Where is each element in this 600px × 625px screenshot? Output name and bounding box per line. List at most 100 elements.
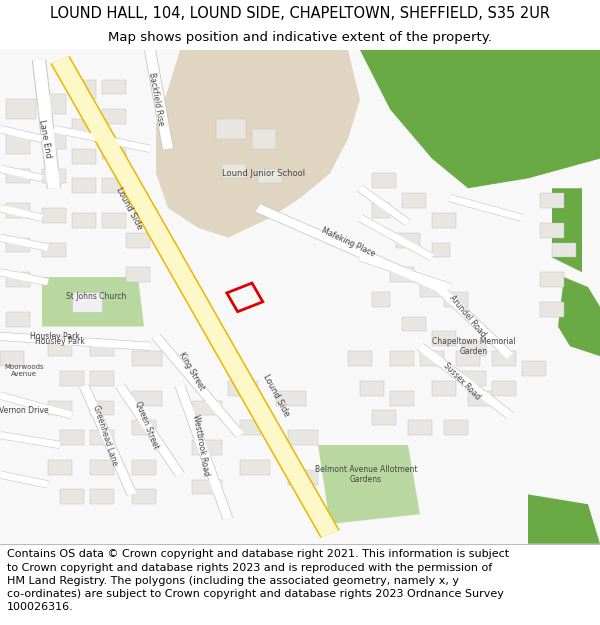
Text: Backfield Rise: Backfield Rise <box>147 72 165 127</box>
Bar <box>492 351 516 366</box>
Polygon shape <box>0 234 49 251</box>
Text: Sussex Road: Sussex Road <box>442 361 482 401</box>
Polygon shape <box>50 56 340 538</box>
Polygon shape <box>0 234 49 251</box>
Polygon shape <box>358 254 452 290</box>
Polygon shape <box>115 384 185 477</box>
Polygon shape <box>144 49 174 149</box>
Bar <box>216 119 246 139</box>
Bar <box>6 312 30 326</box>
Polygon shape <box>175 384 233 521</box>
Bar <box>240 460 270 474</box>
Polygon shape <box>0 269 49 286</box>
Text: Belmont Avenue Allotment
Gardens: Belmont Avenue Allotment Gardens <box>315 465 417 484</box>
Polygon shape <box>255 204 441 291</box>
Bar <box>102 109 126 124</box>
Text: Westbrook Road: Westbrook Road <box>191 414 211 476</box>
Text: St Johns Church: St Johns Church <box>66 292 126 301</box>
Bar <box>126 268 150 282</box>
Polygon shape <box>360 50 600 188</box>
Bar <box>48 341 72 356</box>
Bar <box>390 351 414 366</box>
Polygon shape <box>53 126 151 152</box>
Bar <box>192 440 222 455</box>
Bar <box>72 149 96 164</box>
Bar <box>192 401 222 416</box>
Bar <box>372 411 396 425</box>
Polygon shape <box>0 471 49 488</box>
Polygon shape <box>0 431 61 449</box>
Bar <box>420 282 444 297</box>
Bar <box>288 470 318 484</box>
Polygon shape <box>42 277 144 326</box>
Bar <box>372 203 390 218</box>
Bar <box>258 169 282 183</box>
Bar <box>132 489 156 504</box>
Bar <box>468 391 492 406</box>
Bar <box>90 371 114 386</box>
Bar <box>42 242 66 258</box>
Polygon shape <box>449 195 523 221</box>
Text: Mafeking Place: Mafeking Place <box>320 226 376 259</box>
Text: Lound Side: Lound Side <box>261 373 291 418</box>
Bar <box>132 420 156 435</box>
Bar <box>348 351 372 366</box>
Polygon shape <box>448 194 524 222</box>
Text: Lane End: Lane End <box>37 119 53 159</box>
Bar <box>102 213 126 228</box>
Text: Map shows position and indicative extent of the property.: Map shows position and indicative extent… <box>108 31 492 44</box>
Bar <box>432 331 456 346</box>
Bar <box>42 129 66 149</box>
Bar <box>252 129 276 149</box>
Polygon shape <box>0 165 43 182</box>
Bar <box>102 79 126 94</box>
Bar <box>462 341 486 356</box>
Polygon shape <box>176 384 232 520</box>
Bar <box>444 292 468 307</box>
Text: LOUND HALL, 104, LOUND SIDE, CHAPELTOWN, SHEFFIELD, S35 2UR: LOUND HALL, 104, LOUND SIDE, CHAPELTOWN,… <box>50 6 550 21</box>
Text: Housley Park: Housley Park <box>30 332 80 341</box>
Polygon shape <box>0 392 73 419</box>
Bar <box>540 272 564 287</box>
Bar <box>228 381 258 396</box>
Bar <box>132 460 156 474</box>
Bar <box>240 420 270 435</box>
Bar <box>540 222 564 238</box>
Polygon shape <box>0 268 49 286</box>
Bar <box>48 460 72 474</box>
Bar <box>0 351 24 366</box>
Polygon shape <box>552 188 582 272</box>
Bar <box>462 371 486 386</box>
Bar <box>390 268 414 282</box>
Text: Contains OS data © Crown copyright and database right 2021. This information is : Contains OS data © Crown copyright and d… <box>7 549 509 612</box>
Polygon shape <box>357 185 411 226</box>
Bar <box>192 479 222 494</box>
Polygon shape <box>358 215 434 260</box>
Bar <box>90 489 114 504</box>
Bar <box>432 242 450 258</box>
Bar <box>42 169 66 183</box>
Polygon shape <box>116 384 184 476</box>
Bar <box>360 381 384 396</box>
Bar <box>42 94 66 114</box>
Polygon shape <box>0 125 43 142</box>
Bar <box>402 317 426 331</box>
Polygon shape <box>145 49 173 149</box>
Polygon shape <box>558 277 600 356</box>
Text: Moorwoods
Avenue: Moorwoods Avenue <box>4 364 44 378</box>
Polygon shape <box>0 471 49 488</box>
Text: Greenhead Lane: Greenhead Lane <box>91 404 119 466</box>
Text: King Street: King Street <box>178 350 206 392</box>
Text: Chapeltown Memorial
Garden: Chapeltown Memorial Garden <box>432 336 516 356</box>
Polygon shape <box>0 332 151 351</box>
Polygon shape <box>53 125 151 152</box>
Bar <box>540 302 564 317</box>
Text: Vernon Drive: Vernon Drive <box>0 406 49 415</box>
Bar <box>90 341 114 356</box>
Bar <box>420 351 444 366</box>
Polygon shape <box>358 254 452 291</box>
Polygon shape <box>0 126 43 142</box>
Polygon shape <box>152 334 244 437</box>
Bar <box>102 178 126 193</box>
Bar <box>60 371 84 386</box>
